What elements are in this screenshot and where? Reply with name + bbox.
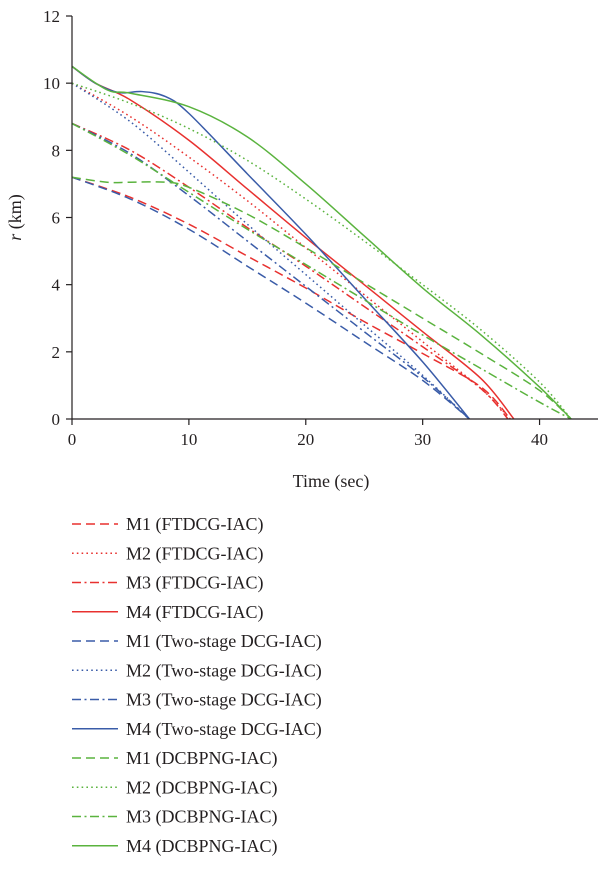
legend-label: M2 (FTDCG-IAC) xyxy=(126,543,264,564)
legend-label: M4 (DCBPNG-IAC) xyxy=(126,836,278,857)
legend-entry: M4 (FTDCG-IAC) xyxy=(72,602,264,623)
legend-entry: M2 (FTDCG-IAC) xyxy=(72,543,264,564)
legend-entry: M3 (FTDCG-IAC) xyxy=(72,573,264,594)
y-tick-label: 2 xyxy=(52,343,61,362)
legend-entry: M1 (DCBPNG-IAC) xyxy=(72,748,278,769)
series-line xyxy=(71,122,509,420)
series-line xyxy=(71,176,572,420)
series-line xyxy=(71,122,572,420)
series-line xyxy=(71,82,470,420)
series-line xyxy=(71,82,572,420)
x-tick-label: 30 xyxy=(414,430,431,449)
legend-label: M1 (Two-stage DCG-IAC) xyxy=(126,631,322,652)
legend-label: M4 (Two-stage DCG-IAC) xyxy=(126,719,322,740)
x-tick-label: 20 xyxy=(297,430,314,449)
legend-entry: M1 (Two-stage DCG-IAC) xyxy=(72,631,322,652)
x-tick-label: 10 xyxy=(180,430,197,449)
legend-entry: M3 (Two-stage DCG-IAC) xyxy=(72,690,322,711)
legend-label: M1 (DCBPNG-IAC) xyxy=(126,748,278,769)
series-line xyxy=(71,176,470,420)
series-line xyxy=(71,122,470,420)
y-axis-label: r (km) xyxy=(5,194,26,241)
x-tick-label: 40 xyxy=(531,430,548,449)
legend-label: M3 (DCBPNG-IAC) xyxy=(126,807,278,828)
legend-label: M2 (Two-stage DCG-IAC) xyxy=(126,660,322,681)
plot-lines xyxy=(71,65,572,420)
legend-label: M4 (FTDCG-IAC) xyxy=(126,602,264,623)
legend-label: M1 (FTDCG-IAC) xyxy=(126,514,264,535)
legend-entry: M2 (DCBPNG-IAC) xyxy=(72,777,278,798)
series-line xyxy=(71,65,572,420)
legend-entry: M1 (FTDCG-IAC) xyxy=(72,514,264,535)
series-line xyxy=(71,176,511,420)
axes: 0 10 20 30 40 0 2 4 6 8 10 12 xyxy=(43,7,598,449)
series-line xyxy=(71,65,515,420)
y-tick-label: 8 xyxy=(52,141,61,160)
legend-entry: M3 (DCBPNG-IAC) xyxy=(72,807,278,828)
y-tick-label: 0 xyxy=(52,410,61,429)
y-tick-label: 4 xyxy=(52,276,61,295)
legend-label: M3 (Two-stage DCG-IAC) xyxy=(126,690,322,711)
y-tick-label: 12 xyxy=(43,7,60,26)
y-tick-label: 10 xyxy=(43,74,60,93)
legend-entry: M4 (DCBPNG-IAC) xyxy=(72,836,278,857)
series-line xyxy=(71,82,511,420)
legend-entry: M4 (Two-stage DCG-IAC) xyxy=(72,719,322,740)
legend: M1 (FTDCG-IAC) M2 (FTDCG-IAC) M3 (FTDCG-IA… xyxy=(72,514,322,857)
legend-label: M3 (FTDCG-IAC) xyxy=(126,573,264,594)
legend-entry: M2 (Two-stage DCG-IAC) xyxy=(72,660,322,681)
y-tick-label: 6 xyxy=(52,209,61,228)
x-tick-label: 0 xyxy=(68,430,77,449)
x-axis-label: Time (sec) xyxy=(293,471,370,492)
legend-label: M2 (DCBPNG-IAC) xyxy=(126,777,278,798)
axis-labels: Time (sec) r (km) xyxy=(5,194,369,492)
